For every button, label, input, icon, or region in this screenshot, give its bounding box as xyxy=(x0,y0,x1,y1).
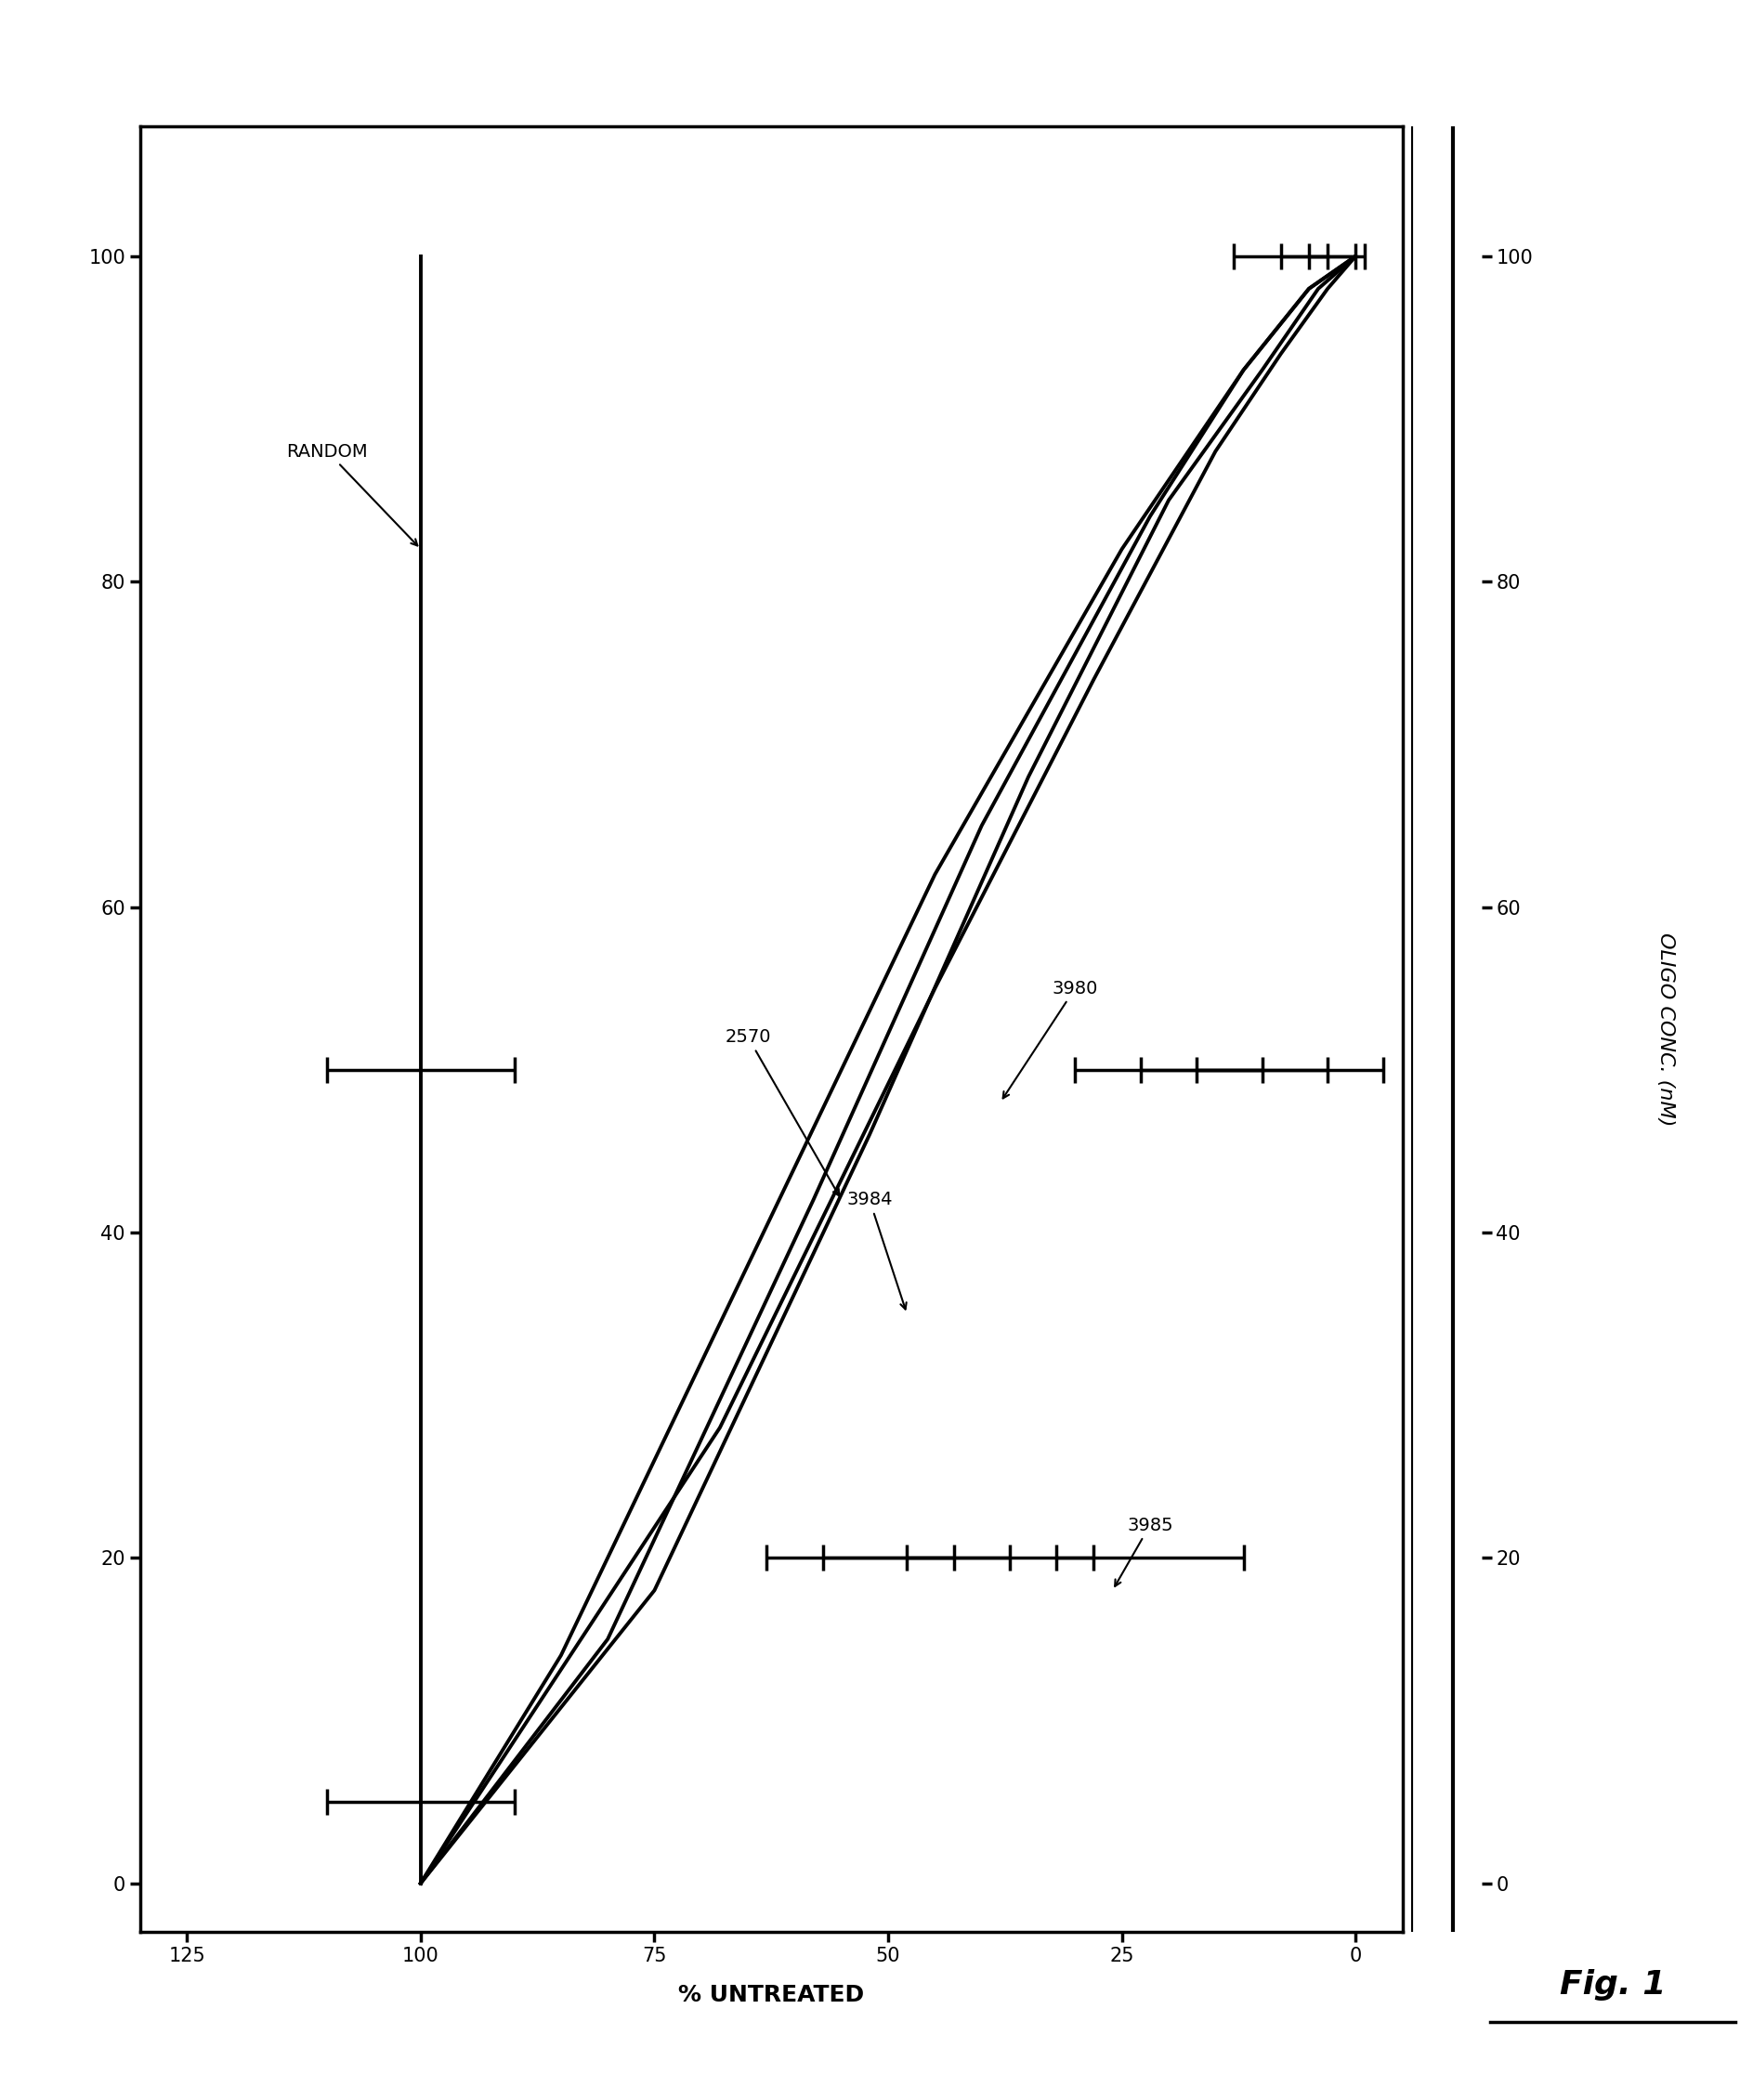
Text: RANDOM: RANDOM xyxy=(286,443,417,546)
Text: 3980: 3980 xyxy=(1003,979,1097,1098)
Text: 3984: 3984 xyxy=(847,1191,906,1308)
Text: OLIGO CONC. (nM): OLIGO CONC. (nM) xyxy=(1657,932,1674,1126)
Text: 3985: 3985 xyxy=(1115,1516,1173,1586)
Text: Fig. 1: Fig. 1 xyxy=(1560,1968,1665,2001)
X-axis label: % UNTREATED: % UNTREATED xyxy=(678,1984,864,2006)
Text: 2570: 2570 xyxy=(726,1029,840,1195)
